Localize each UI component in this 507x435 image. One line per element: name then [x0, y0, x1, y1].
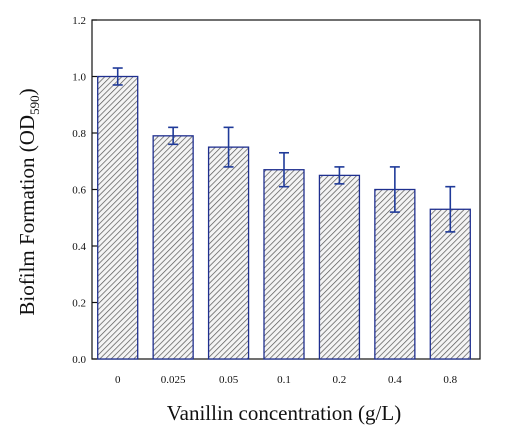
bar-0.2 — [318, 174, 361, 360]
bar-0.1 — [263, 169, 305, 360]
x-tick-label-0.8: 0.8 — [443, 374, 457, 386]
x-tick-label-0.2: 0.2 — [333, 374, 347, 386]
y-tick-label: 0.0 — [72, 354, 86, 366]
x-tick-label-0.1: 0.1 — [277, 374, 291, 386]
x-tick-label-0.025: 0.025 — [161, 374, 186, 386]
bar-0 — [97, 75, 139, 360]
y-axis-title: Biofilm Formation (OD590) — [15, 88, 42, 315]
bar-0.05 — [207, 146, 250, 360]
y-axis-title-main: Biofilm Formation (OD — [15, 115, 39, 316]
x-tick-label-0: 0 — [115, 374, 121, 386]
plot-area: 0.0 0.2 0.4 0.6 0.8 1.0 1.2 0 0.025 0.05 0.1 0.2 0.4… — [72, 15, 481, 386]
y-axis-title-subscript: 590 — [27, 95, 42, 115]
x-axis-title: Vanillin concentration (g/L) — [167, 401, 401, 425]
bar-0.4 — [374, 188, 416, 360]
y-tick-label: 0.8 — [72, 128, 86, 140]
y-tick-label: 1.0 — [72, 72, 86, 84]
y-tick-label: 0.6 — [72, 185, 86, 197]
x-tick-label-0.4: 0.4 — [388, 374, 402, 386]
y-tick-label: 0.4 — [72, 241, 86, 253]
y-axis-title-close: ) — [15, 88, 39, 95]
y-tick-label: 0.2 — [72, 298, 86, 310]
x-tick-label-0.05: 0.05 — [219, 374, 239, 386]
y-tick-label: 1.2 — [72, 15, 86, 27]
bar-0.025 — [152, 135, 194, 360]
